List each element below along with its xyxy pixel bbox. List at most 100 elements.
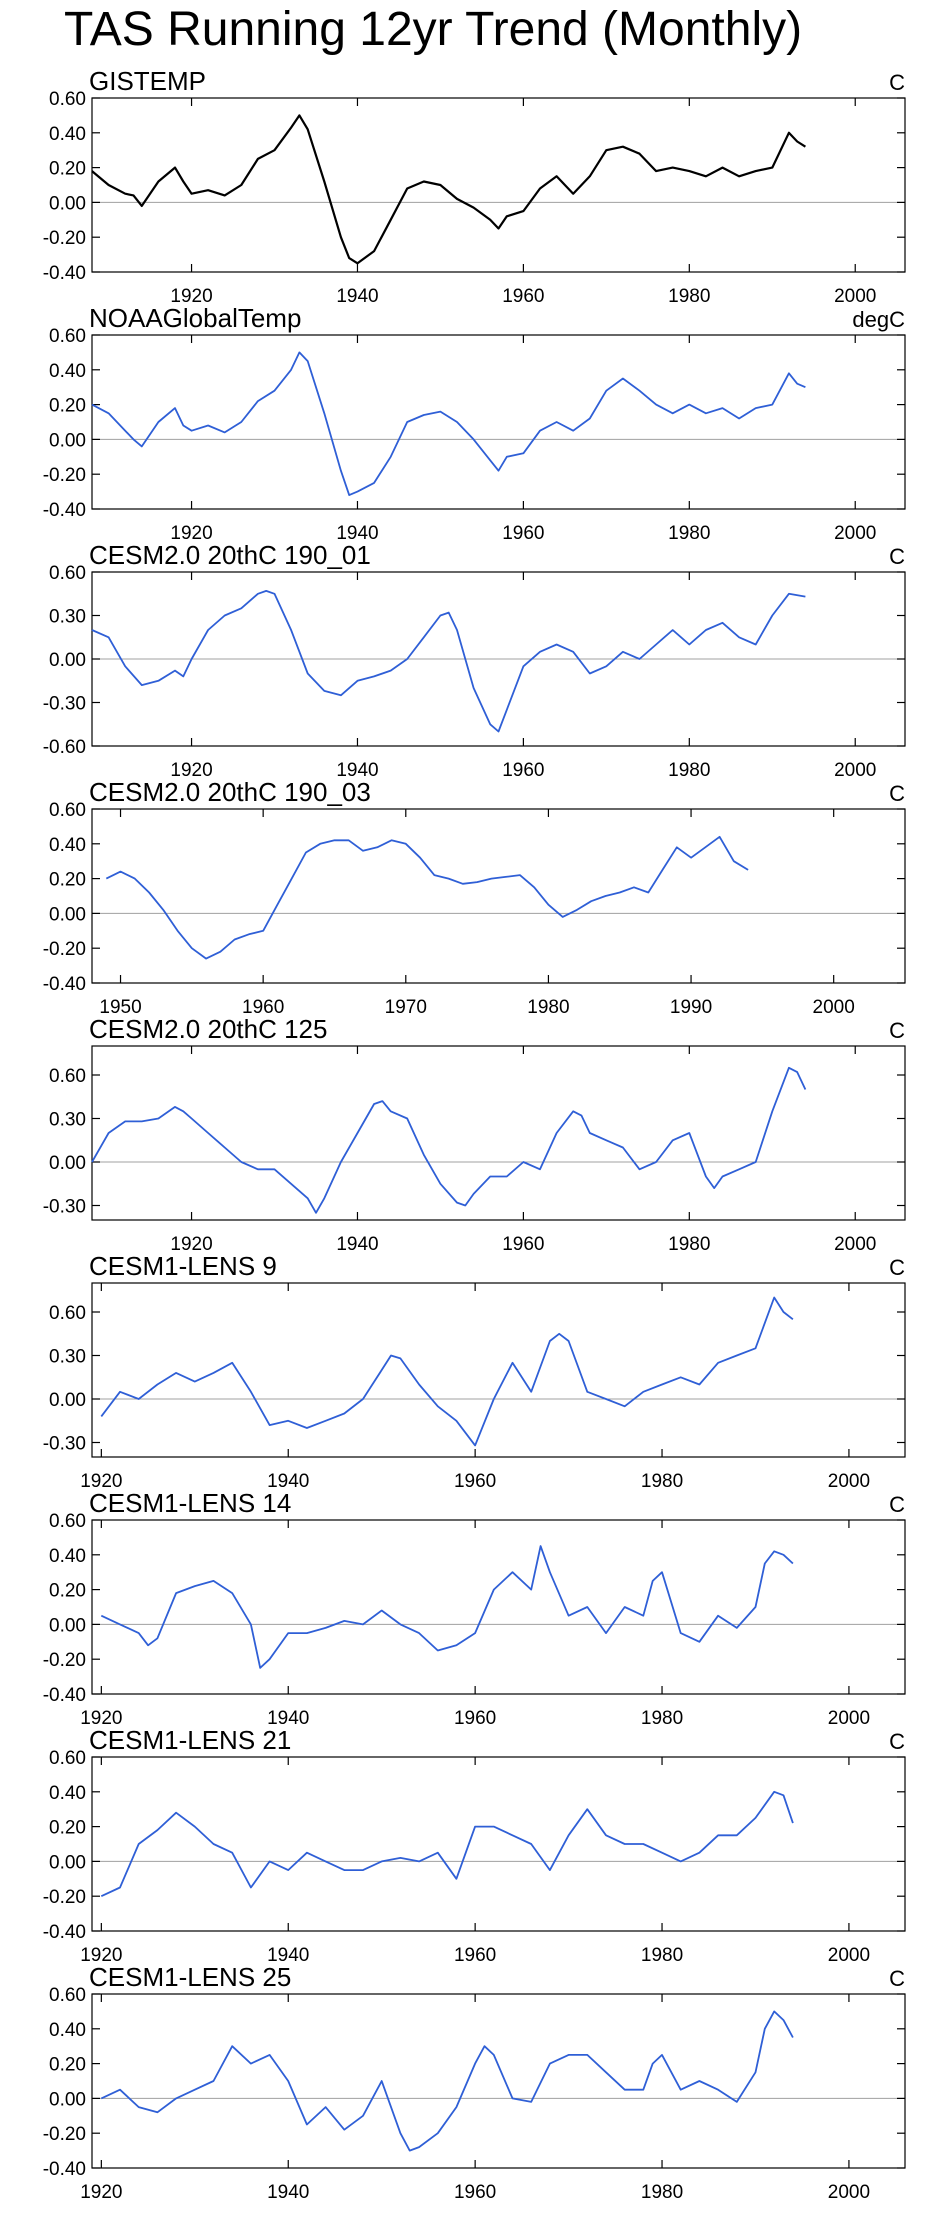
x-tick-label: 1960 (454, 1945, 496, 1966)
x-tick-label: 1920 (80, 1708, 122, 1729)
panel-units: C (889, 1729, 905, 1754)
x-tick-label: 1940 (267, 1945, 309, 1966)
y-tick-label: 0.60 (49, 1066, 86, 1087)
x-tick-label: 1940 (336, 760, 378, 781)
series-line (91, 351, 806, 497)
chart-panel: CESM2.0 20thC 125 C -0.30 0.00 0.30 0.60 1920 1… (43, 1014, 906, 1255)
x-tick-label: 1980 (641, 1708, 683, 1729)
x-tick-label: 1980 (527, 997, 569, 1018)
y-tick-label: 0.00 (49, 1153, 86, 1174)
y-tick-label: 0.20 (49, 1818, 86, 1839)
x-tick-label: 1960 (242, 997, 284, 1018)
plot-frame (91, 334, 906, 510)
panel-units: C (889, 544, 905, 569)
y-tick-label: -0.40 (43, 1922, 86, 1943)
panel-units: degC (852, 307, 905, 332)
x-tick-label: 1980 (641, 1945, 683, 1966)
panel-title: CESM1-LENS 9 (89, 1251, 277, 1281)
x-tick-label: 1960 (502, 760, 544, 781)
x-tick-label: 1960 (502, 286, 544, 307)
y-tick-label: 0.20 (49, 870, 86, 891)
y-tick-label: 0.60 (49, 1511, 86, 1532)
y-tick-label: 0.60 (49, 1985, 86, 2006)
panel-units: C (889, 1492, 905, 1517)
chart-panel: CESM1-LENS 25 C -0.40 -0.20 0.00 0.20 0.40 0.60… (43, 1962, 906, 2203)
y-tick-label: 0.00 (49, 193, 86, 214)
y-tick-label: 0.00 (49, 650, 86, 671)
series-line (91, 590, 806, 733)
y-tick-label: -0.30 (43, 694, 86, 715)
y-tick-label: -0.40 (43, 500, 86, 521)
y-tick-label: 0.60 (49, 1748, 86, 1769)
y-tick-label: 0.40 (49, 1783, 86, 1804)
y-tick-label: 0.60 (49, 800, 86, 821)
y-tick-label: 0.00 (49, 1390, 86, 1411)
chart-panel: CESM1-LENS 21 C -0.40 -0.20 0.00 0.20 0.40 0.60… (43, 1725, 906, 1966)
series-line (100, 1545, 794, 1669)
x-tick-label: 2000 (828, 2182, 870, 2203)
panel-title: CESM1-LENS 14 (89, 1488, 291, 1518)
x-tick-label: 1920 (170, 1234, 212, 1255)
chart-panel: CESM2.0 20thC 190_03 C -0.40 -0.20 0.00 0.20 0… (43, 777, 906, 1018)
plot-frame (91, 97, 906, 273)
y-tick-label: 0.30 (49, 1110, 86, 1131)
x-tick-label: 1920 (80, 2182, 122, 2203)
x-tick-label: 1920 (80, 1945, 122, 1966)
panel-title: CESM2.0 20thC 125 (89, 1014, 327, 1044)
series-line (100, 1790, 794, 1898)
x-tick-label: 2000 (828, 1945, 870, 1966)
y-tick-label: 0.00 (49, 430, 86, 451)
y-tick-label: 0.20 (49, 159, 86, 180)
y-tick-label: 0.20 (49, 2055, 86, 2076)
plot-frame (91, 1756, 906, 1932)
chart-panel: NOAAGlobalTemp degC -0.40 -0.20 0.00 0.20 0.40… (43, 303, 906, 544)
x-tick-label: 2000 (828, 1708, 870, 1729)
x-tick-label: 1960 (454, 1708, 496, 1729)
x-tick-label: 1940 (267, 2182, 309, 2203)
x-tick-label: 1940 (267, 1708, 309, 1729)
plot-frame (91, 1993, 906, 2169)
y-tick-label: 0.40 (49, 835, 86, 856)
x-tick-label: 1960 (454, 1471, 496, 1492)
y-tick-label: -0.30 (43, 1434, 86, 1455)
x-tick-label: 1980 (641, 1471, 683, 1492)
y-tick-label: -0.20 (43, 1887, 86, 1908)
x-tick-label: 1940 (336, 286, 378, 307)
y-tick-label: -0.40 (43, 2159, 86, 2180)
x-tick-label: 1980 (668, 523, 710, 544)
x-tick-label: 1980 (668, 760, 710, 781)
y-tick-label: -0.40 (43, 263, 86, 284)
panel-units: C (889, 70, 905, 95)
series-line (91, 114, 806, 265)
plot-frame (91, 1519, 906, 1695)
panel-units: C (889, 1018, 905, 1043)
y-tick-label: -0.20 (43, 465, 86, 486)
panel-title: NOAAGlobalTemp (89, 303, 301, 333)
series-line (100, 1296, 794, 1447)
x-tick-label: 1960 (502, 523, 544, 544)
series-line (100, 2010, 794, 2152)
x-tick-label: 1970 (385, 997, 427, 1018)
chart-panel: CESM2.0 20thC 190_01 C -0.60 -0.30 0.00 0.30 0… (43, 540, 906, 781)
y-tick-label: 0.60 (49, 1303, 86, 1324)
x-tick-label: 1990 (670, 997, 712, 1018)
x-tick-label: 1940 (336, 523, 378, 544)
x-tick-label: 1920 (80, 1471, 122, 1492)
y-tick-label: 0.40 (49, 361, 86, 382)
y-tick-label: -0.40 (43, 974, 86, 995)
plot-frame (91, 1045, 906, 1221)
chart-panel: CESM1-LENS 14 C -0.40 -0.20 0.00 0.20 0.40 0.60… (43, 1488, 906, 1729)
y-tick-label: -0.20 (43, 2124, 86, 2145)
x-tick-label: 2000 (813, 997, 855, 1018)
y-tick-label: 0.60 (49, 563, 86, 584)
x-tick-label: 1980 (668, 1234, 710, 1255)
y-tick-label: -0.60 (43, 737, 86, 758)
y-tick-label: 0.20 (49, 396, 86, 417)
y-tick-label: -0.30 (43, 1197, 86, 1218)
y-tick-label: 0.20 (49, 1581, 86, 1602)
x-tick-label: 1920 (170, 286, 212, 307)
y-tick-label: 0.30 (49, 607, 86, 628)
x-tick-label: 2000 (828, 1471, 870, 1492)
panel-title: CESM1-LENS 21 (89, 1725, 291, 1755)
